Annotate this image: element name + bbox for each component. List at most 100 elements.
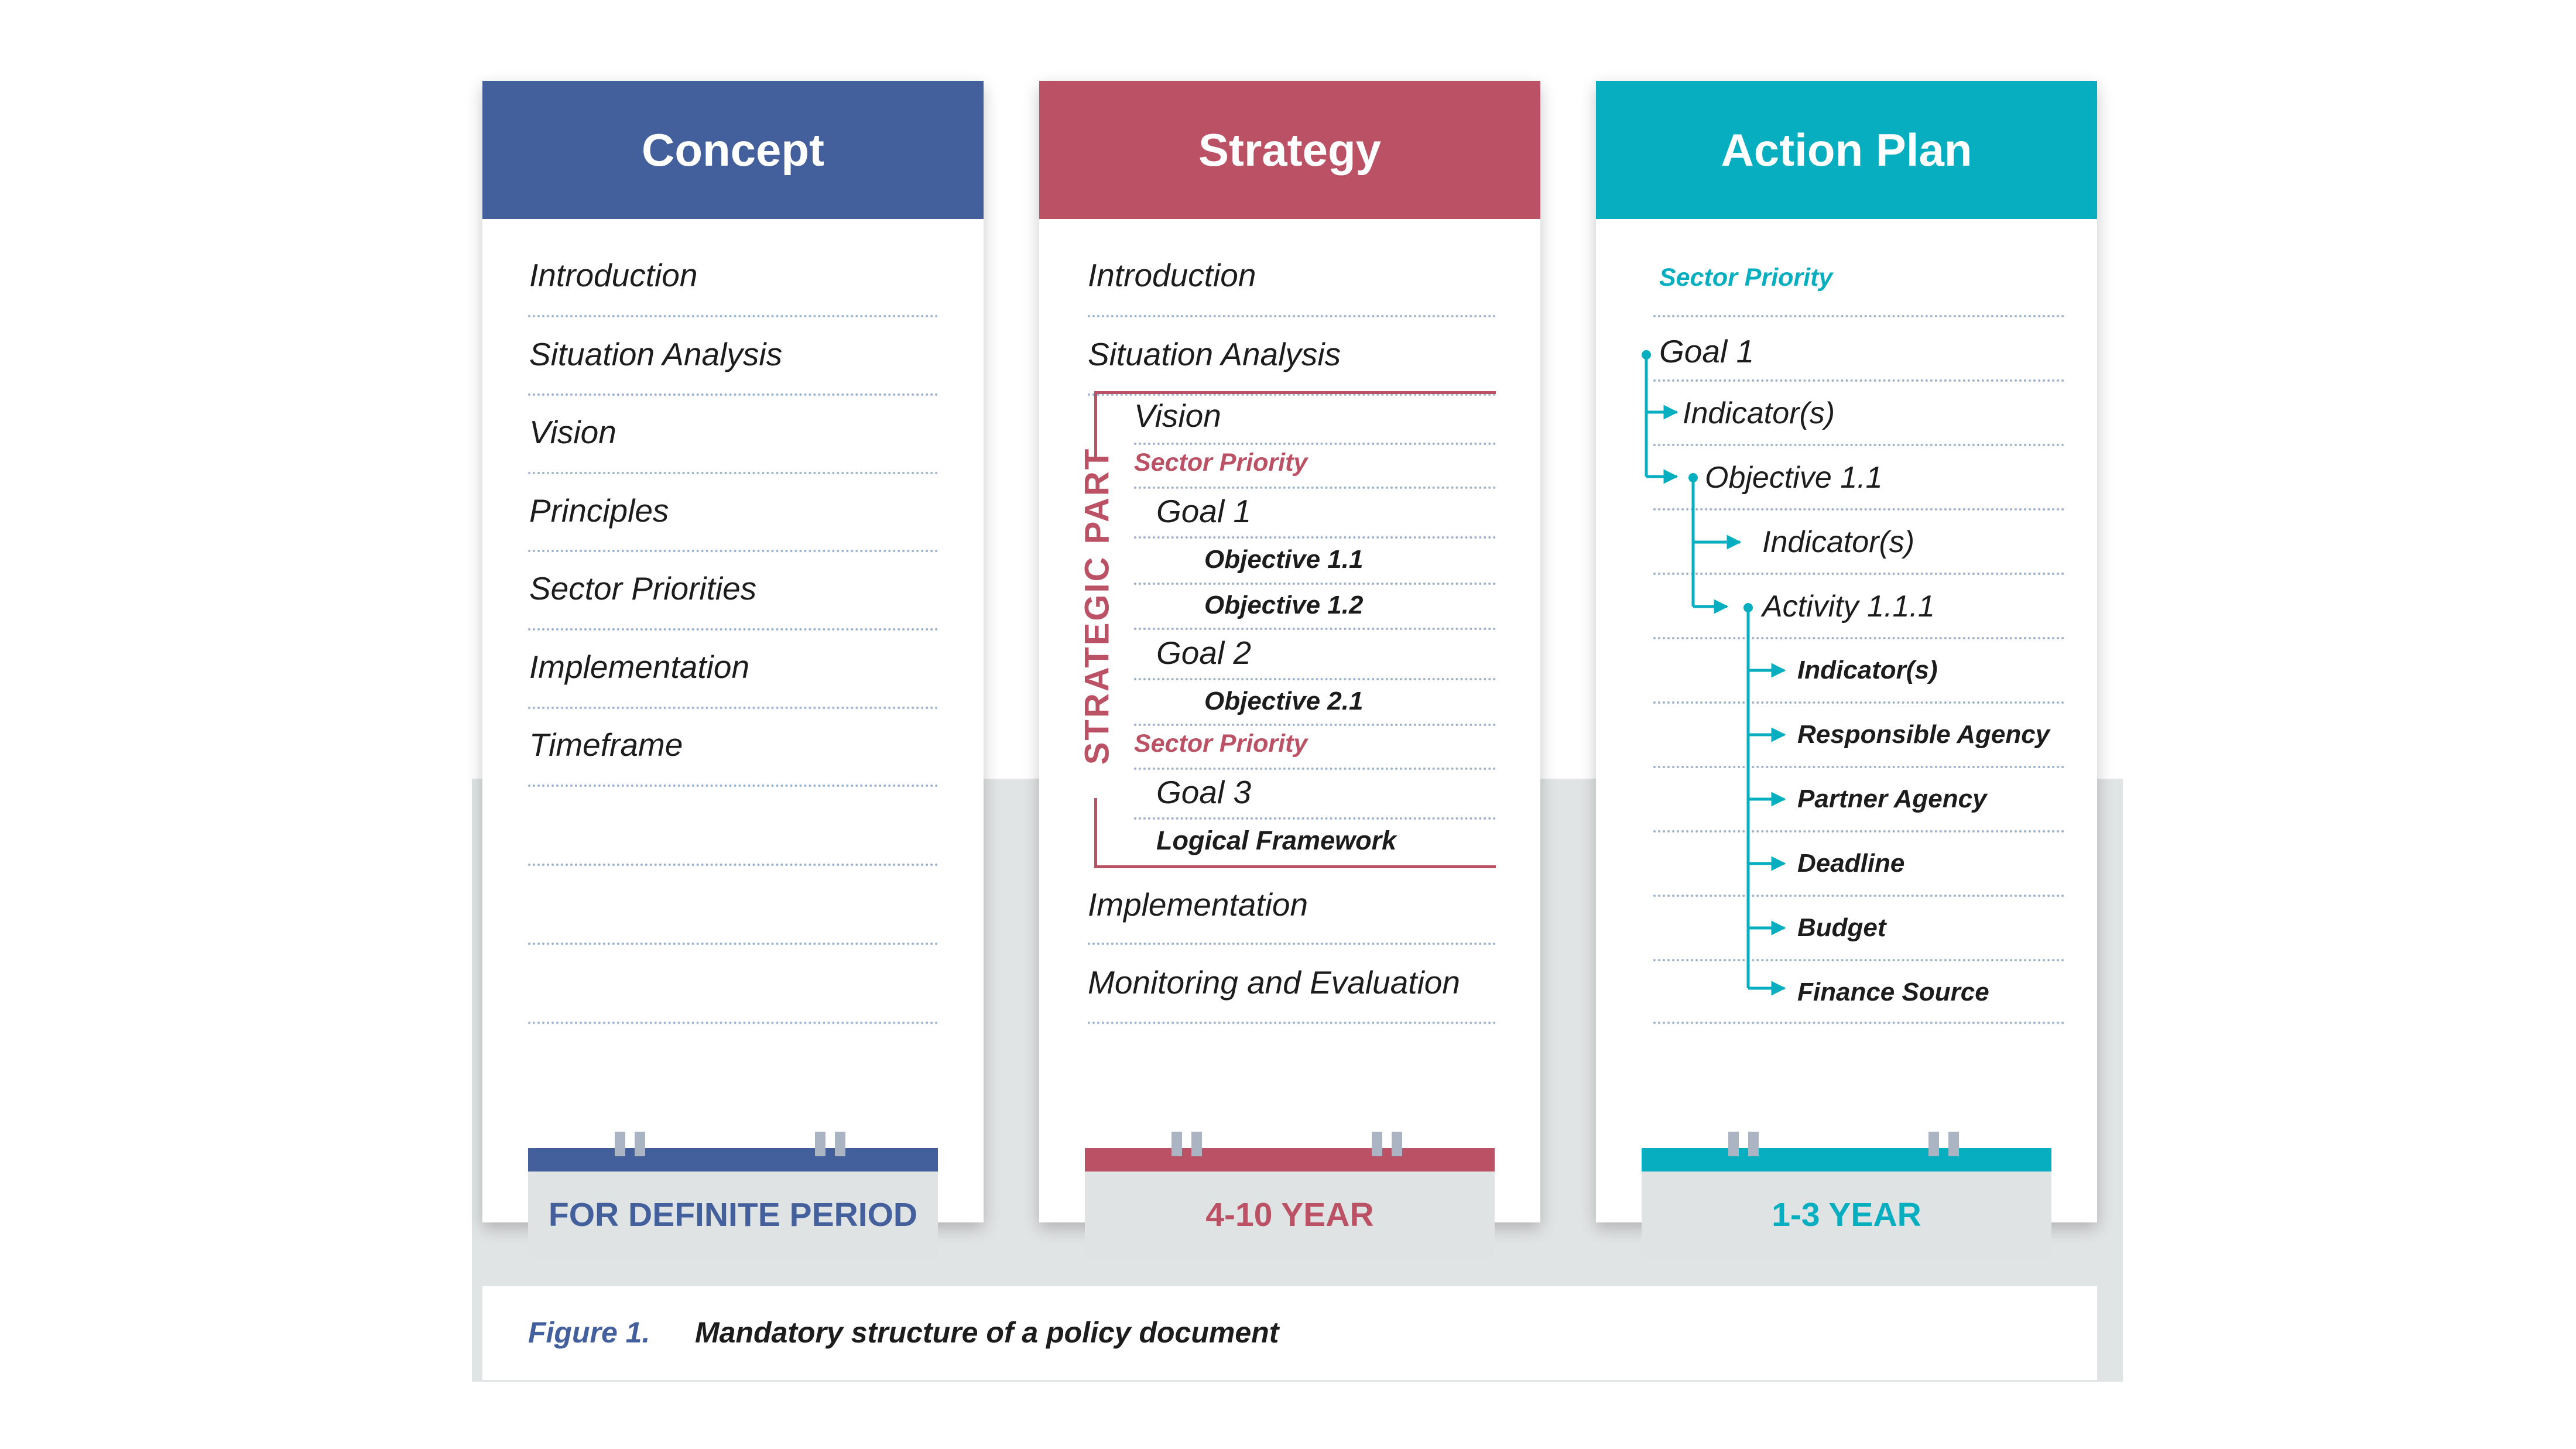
period-label: 4-10 YEAR (1085, 1171, 1495, 1258)
action-goal-1: Goal 1 (1659, 333, 1755, 369)
calendar-ring (1948, 1132, 1959, 1156)
calendar-ring (1928, 1132, 1939, 1156)
divider (1134, 724, 1496, 726)
divider (1134, 536, 1496, 539)
action-sector-priority: Sector Priority (1659, 263, 1833, 292)
concept-item-sector-priorities: Sector Priorities (529, 570, 757, 607)
calendar-ring (1392, 1132, 1402, 1156)
strategic-part-label: STRATEGIC PART (1078, 447, 1116, 765)
strategy-goal-3: Goal 3 (1156, 774, 1252, 810)
strategy-item-situation-analysis: Situation Analysis (1088, 336, 1341, 372)
divider (1088, 943, 1496, 945)
calendar-period: 4-10 YEAR (1085, 1132, 1495, 1258)
strategy-objective-1-1: Objective 1.1 (1204, 545, 1364, 574)
calendar-ring (815, 1132, 825, 1156)
divider (528, 315, 938, 317)
figure-caption: Figure 1. Mandatory structure of a polic… (482, 1286, 2097, 1380)
divider (1088, 393, 1496, 396)
divider (1653, 315, 2064, 317)
calendar-bar (528, 1148, 938, 1171)
action-responsible-agency: Responsible Agency (1797, 720, 2050, 749)
action-plan-card: Action Plan Sector Priority Goal 1 Indic… (1596, 81, 2097, 1258)
calendar-period: FOR DEFINITE PERIOD (528, 1132, 938, 1258)
divider (1134, 628, 1496, 630)
divider (528, 707, 938, 709)
calendar-bar (1085, 1148, 1495, 1171)
divider (528, 943, 938, 945)
concept-item-implementation: Implementation (529, 649, 750, 685)
divider (528, 472, 938, 474)
strategic-part-bracket-bottom (1094, 865, 1496, 868)
strategy-objective-2-1: Objective 2.1 (1204, 687, 1364, 715)
divider (528, 1022, 938, 1024)
divider (1653, 508, 2064, 511)
strategy-logical-framework: Logical Framework (1156, 825, 1397, 855)
strategy-sector-priority: Sector Priority (1134, 729, 1308, 758)
divider (528, 550, 938, 552)
calendar-ring (1748, 1132, 1759, 1156)
action-finance-source: Finance Source (1797, 978, 1989, 1006)
action-activity-indicators: Indicator(s) (1797, 656, 1938, 684)
strategy-sector-priority: Sector Priority (1134, 448, 1308, 477)
divider (1134, 487, 1496, 489)
divider (1653, 766, 2064, 768)
divider (528, 393, 938, 396)
calendar-period: 1-3 YEAR (1642, 1132, 2051, 1258)
calendar-ring (1171, 1132, 1182, 1156)
action-goal-indicators: Indicator(s) (1683, 396, 1835, 430)
strategy-item-implementation: Implementation (1088, 886, 1308, 923)
action-partner-agency: Partner Agency (1797, 785, 1987, 813)
action-plan-header: Action Plan (1596, 81, 2097, 219)
divider (1653, 701, 2064, 704)
calendar-ring (835, 1132, 845, 1156)
divider (1653, 830, 2064, 833)
divider (1653, 379, 2064, 382)
divider (528, 628, 938, 631)
strategy-goal-2: Goal 2 (1156, 635, 1252, 671)
action-deadline: Deadline (1797, 849, 1905, 878)
strategic-part-bracket-top (1094, 391, 1496, 394)
action-budget: Budget (1797, 913, 1886, 942)
divider (1134, 817, 1496, 820)
strategy-item-vision: Vision (1134, 398, 1221, 434)
strategic-part-bracket-upper (1094, 391, 1097, 459)
strategy-header: Strategy (1039, 81, 1540, 219)
divider (1088, 315, 1496, 317)
divider (1088, 1022, 1496, 1024)
calendar-bar (1642, 1148, 2051, 1171)
divider (1134, 678, 1496, 680)
action-objective-1-1: Objective 1.1 (1705, 461, 1883, 495)
divider (1653, 444, 2064, 446)
period-label: 1-3 YEAR (1642, 1171, 2051, 1258)
figure-label: Figure 1. (528, 1316, 650, 1349)
calendar-ring (1728, 1132, 1739, 1156)
concept-card: Concept Introduction Situation Analysis … (482, 81, 984, 1258)
divider (1653, 959, 2064, 961)
divider (528, 785, 938, 787)
action-activity-1-1-1: Activity 1.1.1 (1762, 590, 1935, 624)
strategy-goal-1: Goal 1 (1156, 493, 1252, 529)
concept-item-introduction: Introduction (529, 257, 698, 293)
concept-item-vision: Vision (529, 414, 616, 450)
divider (1653, 637, 2064, 639)
concept-header: Concept (482, 81, 984, 219)
strategic-part-bracket-lower (1094, 798, 1097, 868)
calendar-ring (1372, 1132, 1382, 1156)
divider (528, 864, 938, 866)
concept-item-principles: Principles (529, 492, 669, 529)
period-label: FOR DEFINITE PERIOD (528, 1171, 938, 1258)
concept-item-situation-analysis: Situation Analysis (529, 336, 783, 372)
calendar-ring (615, 1132, 625, 1156)
action-objective-indicators: Indicator(s) (1762, 525, 1915, 559)
strategy-card: Strategy Introduction Situation Analysis… (1039, 81, 1540, 1258)
strategy-objective-1-2: Objective 1.2 (1204, 591, 1364, 619)
divider (1653, 1022, 2064, 1024)
calendar-ring (635, 1132, 645, 1156)
strategy-item-introduction: Introduction (1088, 257, 1256, 293)
concept-item-timeframe: Timeframe (529, 727, 683, 763)
divider (1134, 768, 1496, 770)
divider (1134, 443, 1496, 445)
divider (1653, 573, 2064, 575)
divider (1134, 583, 1496, 585)
